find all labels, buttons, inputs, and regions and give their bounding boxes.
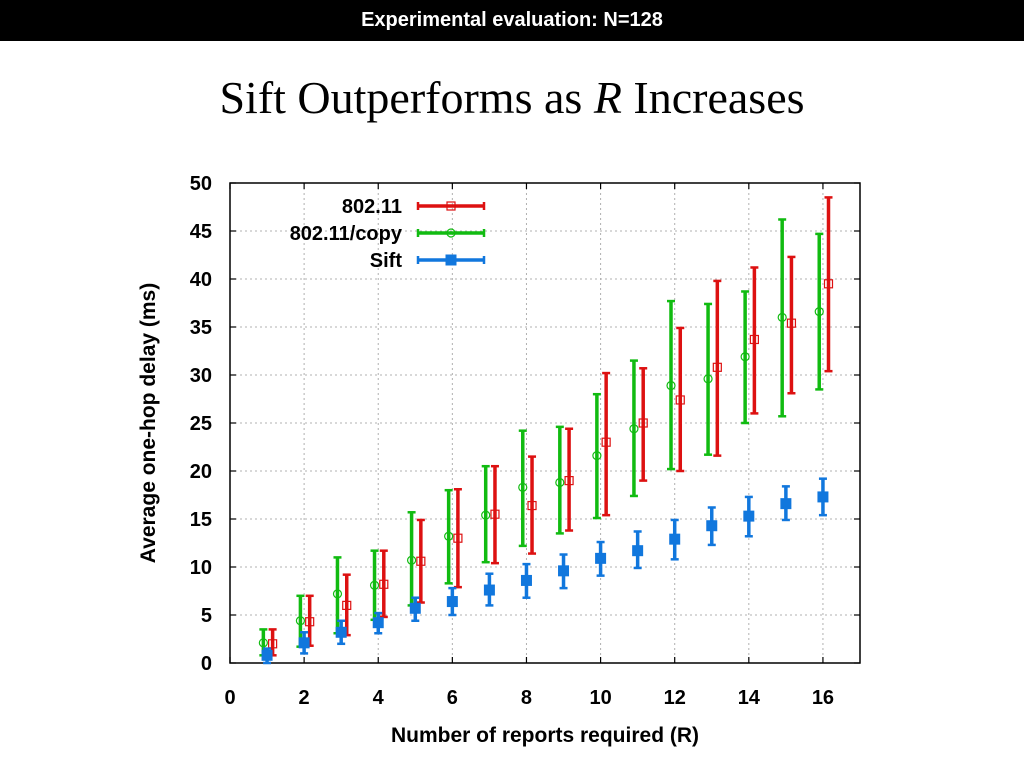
y-tick-label: 15 <box>190 509 212 531</box>
data-point-marker <box>521 575 531 585</box>
chart-series <box>259 197 832 663</box>
series-802-11-copy <box>259 219 823 655</box>
chart-grid <box>230 183 860 663</box>
legend-entry-label: 802.11/copy <box>290 223 403 245</box>
data-point-marker <box>670 534 680 544</box>
y-tick-label: 25 <box>190 413 212 435</box>
x-tick-label: 6 <box>447 687 458 709</box>
y-tick-label: 45 <box>190 221 212 243</box>
y-axis-label: Average one-hop delay (ms) <box>137 283 160 563</box>
data-point-marker <box>299 638 309 648</box>
y-tick-label: 5 <box>201 605 212 627</box>
x-tick-label: 8 <box>521 687 532 709</box>
data-point-marker <box>707 521 717 531</box>
chart-legend: 802.11 802.11/copy Sift <box>290 196 484 272</box>
y-tick-label: 35 <box>190 317 212 339</box>
series-802-11 <box>269 197 833 655</box>
x-tick-label: 4 <box>373 687 385 709</box>
legend-entry-label: Sift <box>370 250 403 272</box>
x-tick-label: 12 <box>664 687 686 709</box>
data-point-marker <box>596 553 606 563</box>
x-axis-label: Number of reports required (R) <box>391 724 699 747</box>
x-tick-label: 0 <box>224 687 235 709</box>
x-tick-label: 2 <box>299 687 310 709</box>
y-tick-label: 20 <box>190 461 212 483</box>
y-tick-label: 30 <box>190 365 212 387</box>
y-tick-label: 50 <box>190 173 212 195</box>
legend-entry-marker <box>446 255 456 265</box>
data-point-marker <box>336 627 346 637</box>
legend-entry-label: 802.11 <box>342 196 402 218</box>
data-point-marker <box>484 585 494 595</box>
axis-ticks: 0 2 4 6 8 10 12 14 16 0 5 10 15 20 25 30 35 40 45 50 <box>190 173 860 709</box>
x-tick-label: 14 <box>738 687 761 709</box>
x-tick-label: 10 <box>589 687 611 709</box>
data-point-marker <box>262 650 272 660</box>
x-tick-label: 16 <box>812 687 834 709</box>
y-tick-label: 40 <box>190 269 212 291</box>
data-point-marker <box>818 492 828 502</box>
data-point-marker <box>447 597 457 607</box>
delay-chart: 0 2 4 6 8 10 12 14 16 0 5 10 15 20 25 30 35 40 45 50 802.11… <box>0 0 1024 768</box>
data-point-marker <box>410 603 420 613</box>
data-point-marker <box>633 546 643 556</box>
data-point-marker <box>373 618 383 628</box>
data-point-marker <box>744 511 754 521</box>
y-tick-label: 0 <box>201 653 212 675</box>
y-tick-label: 10 <box>190 557 212 579</box>
data-point-marker <box>559 566 569 576</box>
data-point-marker <box>781 499 791 509</box>
